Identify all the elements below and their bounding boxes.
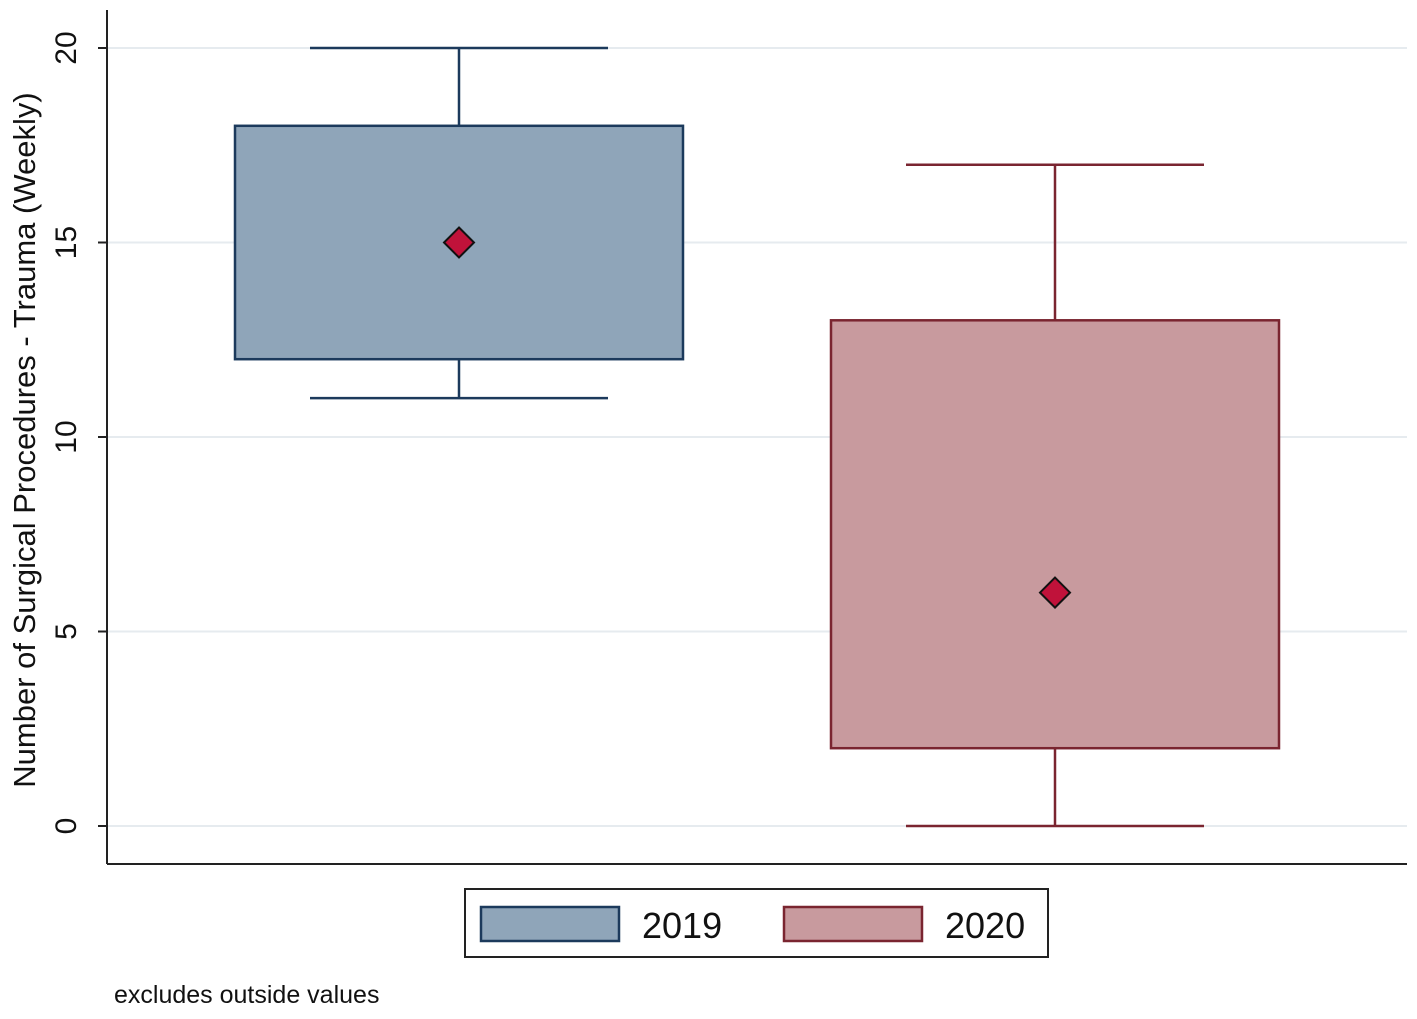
legend-label-2019: 2019: [642, 905, 722, 946]
y-tick-label-15: 15: [50, 226, 83, 259]
box-2019: [233, 46, 685, 400]
boxes: [233, 46, 1281, 828]
legend-swatch-2020: [782, 905, 924, 943]
y-tick-label-0: 0: [50, 818, 83, 835]
y-tick-label-20: 20: [50, 31, 83, 64]
y-axis: 0 5 10 15 20: [50, 10, 1407, 865]
y-tick-label-10: 10: [50, 420, 83, 453]
y-tick-label-5: 5: [50, 623, 83, 640]
marker-2019: [442, 226, 476, 259]
chart-note: excludes outside values: [114, 981, 379, 1009]
legend-label-2020: 2020: [945, 905, 1025, 946]
y-axis-title: Number of Surgical Procedures - Trauma (…: [7, 92, 42, 787]
box-2020: [829, 163, 1281, 828]
iqr-box-2020: [829, 319, 1281, 750]
marker-2020: [1038, 576, 1072, 610]
legend: 2019 2020: [464, 888, 1049, 958]
legend-swatch-2019: [479, 905, 621, 943]
